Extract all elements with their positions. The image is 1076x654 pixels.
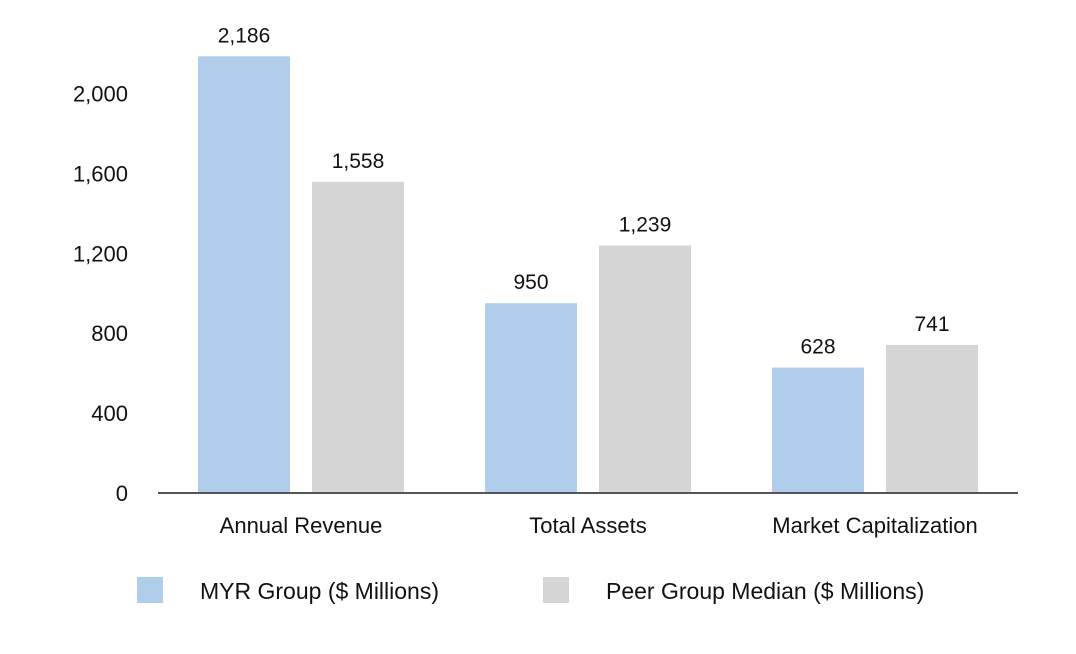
data-label: 950 bbox=[513, 271, 548, 294]
y-tick-label: 1,200 bbox=[73, 241, 128, 266]
data-label: 741 bbox=[914, 313, 949, 336]
bar-series-1-cat-0 bbox=[312, 181, 404, 494]
data-label: 1,239 bbox=[619, 214, 672, 237]
y-tick-label: 400 bbox=[91, 401, 128, 426]
bar-series-0-cat-1 bbox=[485, 303, 577, 493]
y-tick-label: 2,000 bbox=[73, 82, 128, 107]
x-category-label: Annual Revenue bbox=[220, 513, 383, 538]
bar-series-1-cat-1 bbox=[599, 245, 691, 493]
data-label: 628 bbox=[800, 336, 835, 359]
bar-series-0-cat-2 bbox=[772, 367, 864, 493]
y-tick-label: 0 bbox=[116, 481, 128, 506]
legend-swatch bbox=[543, 577, 569, 603]
legend-label: MYR Group ($ Millions) bbox=[200, 578, 439, 604]
legend-swatch bbox=[137, 577, 163, 603]
bar-series-0-cat-0 bbox=[198, 56, 290, 494]
y-tick-label: 1,600 bbox=[73, 161, 128, 186]
legend-label: Peer Group Median ($ Millions) bbox=[606, 578, 924, 604]
bar-series-1-cat-2 bbox=[886, 344, 978, 493]
data-label: 2,186 bbox=[218, 24, 271, 47]
y-tick-label: 800 bbox=[91, 321, 128, 346]
x-category-label: Market Capitalization bbox=[772, 513, 977, 538]
data-label: 1,558 bbox=[332, 150, 385, 173]
x-category-label: Total Assets bbox=[529, 513, 646, 538]
